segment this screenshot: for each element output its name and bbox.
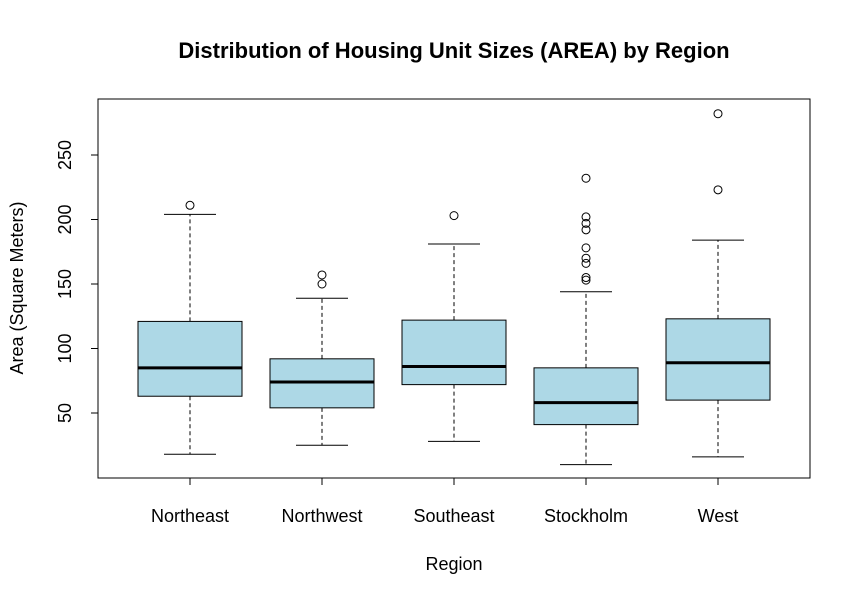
outlier-point [713, 185, 723, 195]
outlier-point [581, 225, 591, 235]
outlier-point [185, 200, 195, 210]
y-axis-label: Area (Square Meters) [7, 201, 27, 374]
iqr-box [533, 367, 639, 426]
outlier-point [581, 258, 591, 268]
y-tick-label: 150 [55, 269, 75, 299]
x-tick-label: Southeast [413, 506, 494, 526]
y-tick-label: 250 [55, 140, 75, 170]
outlier-point [581, 275, 591, 285]
iqr-box [665, 318, 771, 401]
box-northeast [137, 200, 243, 455]
chart-title: Distribution of Housing Unit Sizes (AREA… [178, 38, 729, 63]
y-tick-label: 200 [55, 204, 75, 234]
outlier-point [713, 109, 723, 119]
y-tick-label: 100 [55, 333, 75, 363]
outlier-point [581, 253, 591, 263]
outlier-point [581, 243, 591, 253]
box-northwest [269, 270, 375, 446]
outlier-point [317, 270, 327, 280]
outlier-point [581, 273, 591, 283]
boxes-group [137, 109, 771, 466]
x-axis: Northeast Northwest Southeast Stockholm West [151, 477, 739, 526]
x-tick-label: Stockholm [544, 506, 628, 526]
x-tick-label: Northwest [281, 506, 362, 526]
iqr-box [137, 320, 243, 397]
box-southeast [401, 211, 507, 442]
box-stockholm [533, 173, 639, 466]
y-tick-label: 50 [55, 403, 75, 423]
x-tick-label: Northeast [151, 506, 229, 526]
x-axis-label: Region [425, 554, 482, 574]
box-west [665, 109, 771, 458]
outlier-point [581, 173, 591, 183]
y-axis: 50 100 150 200 250 [55, 140, 99, 423]
iqr-box [401, 319, 507, 386]
x-tick-label: West [698, 506, 739, 526]
outlier-point [449, 211, 459, 221]
outlier-point [581, 218, 591, 228]
outlier-point [317, 279, 327, 289]
outlier-point [581, 212, 591, 222]
